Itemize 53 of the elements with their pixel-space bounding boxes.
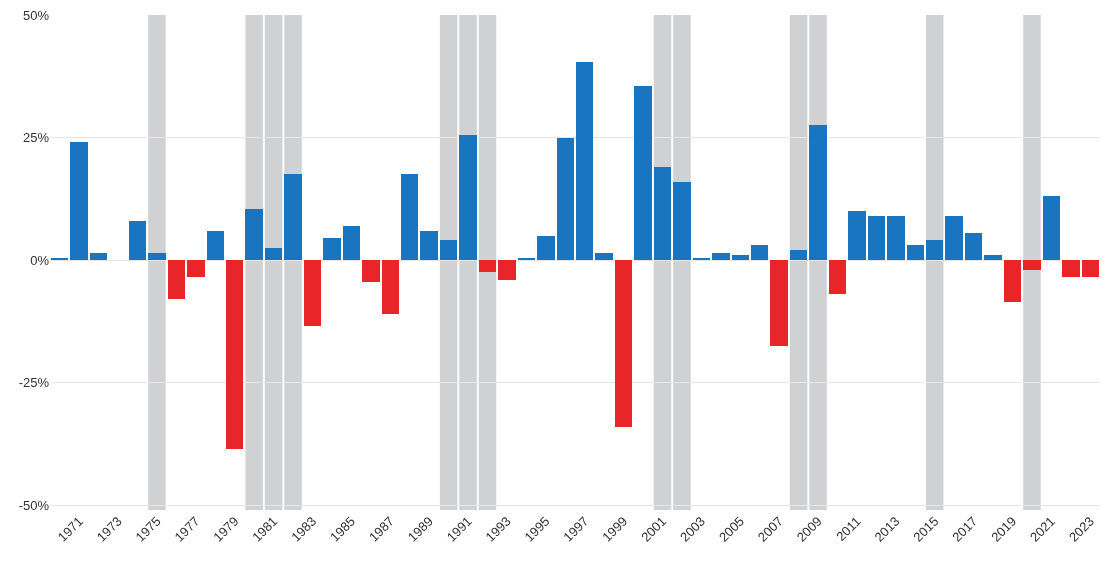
bar (1062, 260, 1080, 277)
bar (323, 238, 341, 260)
bar (887, 216, 905, 260)
bar (1004, 260, 1021, 302)
bar (557, 138, 574, 260)
bar (673, 182, 691, 260)
bar (420, 231, 438, 260)
bar (984, 255, 1002, 260)
bar (829, 260, 846, 294)
bar (790, 250, 807, 260)
bar (732, 255, 749, 260)
bar (440, 240, 457, 260)
bar (907, 245, 924, 260)
bar (712, 253, 730, 260)
bar (168, 260, 185, 299)
bar (304, 260, 321, 326)
bar (207, 231, 224, 260)
bar (70, 142, 88, 260)
bar (129, 221, 146, 260)
bar (537, 236, 555, 260)
bar (459, 135, 477, 260)
bar (751, 245, 768, 260)
bar (945, 216, 963, 260)
bar (498, 260, 516, 280)
bar (654, 167, 671, 260)
bar (382, 260, 399, 314)
y-tick-label: 0% (30, 252, 50, 268)
bar (595, 253, 613, 260)
y-tick-label: 25% (22, 130, 50, 146)
bar (576, 62, 593, 260)
bar (362, 260, 380, 282)
bar (479, 260, 496, 272)
bar (90, 253, 107, 260)
bar (848, 211, 866, 260)
bar (401, 174, 418, 260)
bar (1043, 196, 1060, 260)
bar (245, 209, 263, 260)
bar (809, 125, 827, 260)
y-tick-label: -50% (18, 497, 50, 513)
y-tick-label: -25% (18, 375, 50, 391)
bar (1082, 260, 1099, 277)
bar (265, 248, 282, 260)
bar (770, 260, 788, 346)
bar (615, 260, 632, 427)
bar (187, 260, 205, 277)
bar (868, 216, 885, 260)
bar (1023, 260, 1041, 270)
y-tick-label: 50% (22, 7, 50, 23)
bar (926, 240, 943, 260)
bar (343, 226, 360, 260)
bar (965, 233, 982, 260)
bar (284, 174, 302, 260)
bar (148, 253, 166, 260)
